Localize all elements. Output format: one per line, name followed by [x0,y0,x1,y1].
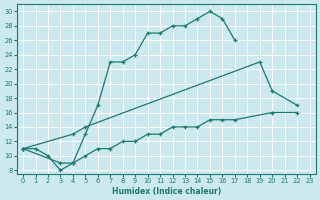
X-axis label: Humidex (Indice chaleur): Humidex (Indice chaleur) [112,187,221,196]
